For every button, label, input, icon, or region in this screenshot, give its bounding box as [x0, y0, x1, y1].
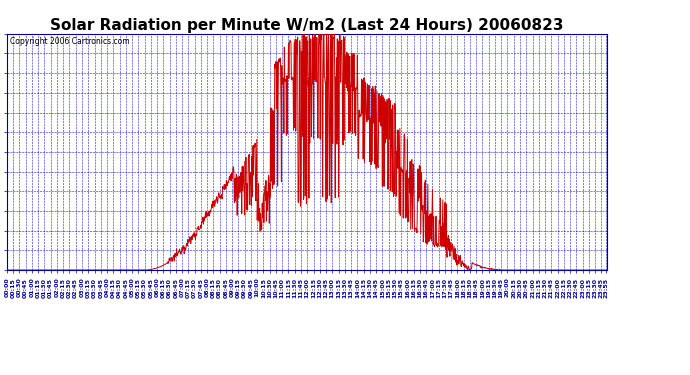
Text: Copyright 2006 Cartronics.com: Copyright 2006 Cartronics.com [10, 37, 130, 46]
Title: Solar Radiation per Minute W/m2 (Last 24 Hours) 20060823: Solar Radiation per Minute W/m2 (Last 24… [50, 18, 564, 33]
